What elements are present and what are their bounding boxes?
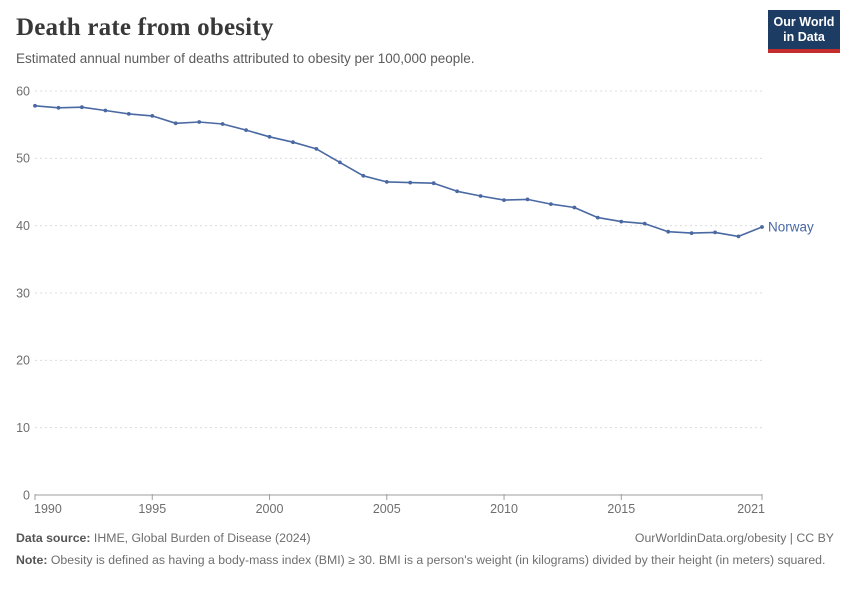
data-point xyxy=(736,234,741,239)
data-point xyxy=(408,180,413,185)
owid-logo-line1: Our World xyxy=(773,15,835,29)
note-label: Note: xyxy=(16,553,48,567)
data-point xyxy=(314,147,319,151)
data-point xyxy=(549,202,553,207)
data-point xyxy=(619,219,624,224)
x-axis-tick-label: 2000 xyxy=(256,502,284,516)
y-axis-tick-label: 50 xyxy=(16,152,30,166)
data-point xyxy=(642,221,647,226)
data-point xyxy=(525,197,530,202)
note-text: Obesity is defined as having a body-mass… xyxy=(47,553,826,567)
data-point xyxy=(689,231,694,236)
chart-title: Death rate from obesity xyxy=(16,14,274,41)
y-axis-tick-label: 30 xyxy=(16,286,30,300)
series-line-norway xyxy=(34,105,763,238)
data-point xyxy=(431,181,436,186)
y-axis-tick-label: 0 xyxy=(23,488,30,502)
data-source-line: Data source: IHME, Global Burden of Dise… xyxy=(16,531,311,545)
data-point xyxy=(150,114,155,118)
x-axis-tick-label: 2005 xyxy=(373,502,401,516)
y-axis-tick-label: 60 xyxy=(16,84,30,98)
data-point xyxy=(173,121,178,126)
chart-header: Death rate from obesity Estimated annual… xyxy=(16,14,750,66)
data-point xyxy=(103,108,108,113)
chart-subtitle: Estimated annual number of deaths attrib… xyxy=(16,50,475,66)
series-label-norway: Norway xyxy=(768,220,814,235)
data-point xyxy=(338,160,342,165)
y-axis-tick-label: 40 xyxy=(16,219,30,233)
data-point xyxy=(572,205,577,210)
data-source-text: IHME, Global Burden of Disease (2024) xyxy=(90,531,311,545)
data-point xyxy=(33,103,37,108)
data-point xyxy=(197,120,202,124)
x-axis-tick-label: 2015 xyxy=(607,502,635,516)
data-point xyxy=(267,134,272,139)
data-point xyxy=(384,180,389,184)
x-axis-tick-label: 2010 xyxy=(490,502,518,516)
note-line: Note: Obesity is defined as having a bod… xyxy=(16,552,834,569)
x-axis-tick-label: 1995 xyxy=(138,502,166,516)
data-point xyxy=(220,122,225,126)
owid-logo-line2: in Data xyxy=(783,30,825,44)
data-point xyxy=(760,225,764,229)
data-point xyxy=(478,194,483,198)
y-axis-tick-label: 10 xyxy=(16,421,30,435)
chart-footer: Data source: IHME, Global Burden of Dise… xyxy=(16,531,834,569)
data-point xyxy=(361,173,366,178)
x-axis-tick-label: 2021 xyxy=(737,502,765,516)
data-point xyxy=(126,112,131,116)
line-chart-canvas[interactable]: 0 10 20 30 40 50 60 1990 1995 2000 2005 2010 2015 202… xyxy=(0,0,850,530)
data-point xyxy=(502,198,506,203)
data-point xyxy=(80,105,84,110)
data-point xyxy=(244,128,249,133)
data-point xyxy=(291,140,295,145)
credit-link[interactable]: OurWorldinData.org/obesity | CC BY xyxy=(634,531,834,545)
data-point xyxy=(595,215,600,220)
owid-logo[interactable]: Our World in Data xyxy=(768,10,840,53)
data-point xyxy=(666,229,671,234)
data-point xyxy=(455,189,459,194)
x-axis-tick-label: 1990 xyxy=(34,502,62,516)
data-point xyxy=(56,105,61,110)
data-source-label: Data source: xyxy=(16,531,91,545)
y-axis-tick-label: 20 xyxy=(16,354,30,368)
data-point xyxy=(713,230,717,235)
